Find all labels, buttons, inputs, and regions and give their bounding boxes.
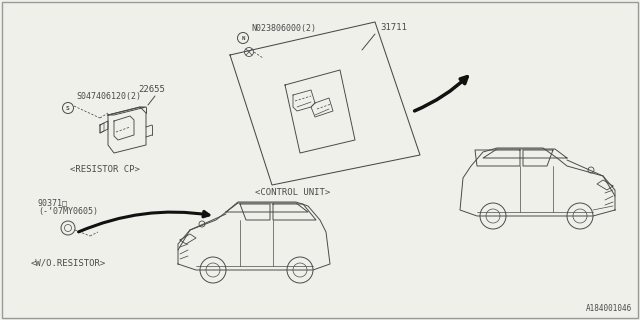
Text: <RESISTOR CP>: <RESISTOR CP>: [70, 165, 140, 174]
Text: (-’07MY0605): (-’07MY0605): [38, 207, 98, 216]
Text: 22655: 22655: [138, 85, 165, 94]
Text: <W/O.RESISTOR>: <W/O.RESISTOR>: [30, 258, 106, 267]
Text: 31711: 31711: [380, 23, 407, 32]
Text: N: N: [241, 36, 244, 41]
Text: <CONTROL UNIT>: <CONTROL UNIT>: [255, 188, 331, 197]
Text: S047406120(2): S047406120(2): [76, 92, 141, 101]
Text: 90371□: 90371□: [38, 198, 68, 207]
Text: A184001046: A184001046: [586, 304, 632, 313]
Text: S: S: [66, 106, 70, 110]
Text: N023806000(2): N023806000(2): [251, 24, 316, 33]
